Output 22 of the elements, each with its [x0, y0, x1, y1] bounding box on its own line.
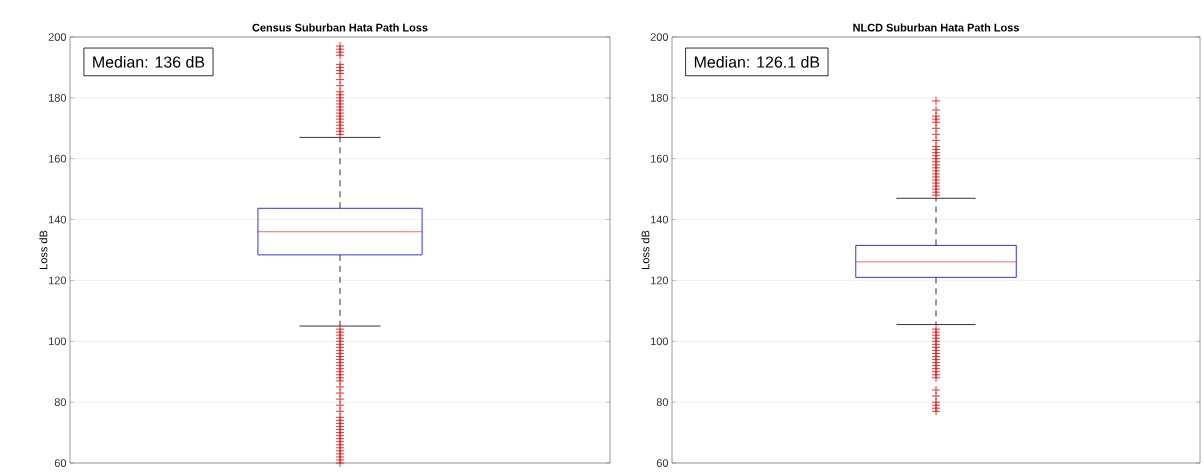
- chart-title: Census Suburban Hata Path Loss: [252, 23, 428, 32]
- y-axis-title: Loss dB: [39, 230, 48, 269]
- y-tick-label: 120: [651, 276, 669, 285]
- y-tick-label: 60: [54, 459, 67, 467]
- y-tick-label: 180: [49, 93, 67, 102]
- annotation: Median: 136 dB: [93, 56, 205, 68]
- y-tick-label: 80: [54, 398, 67, 407]
- y-tick-label: 100: [49, 337, 67, 346]
- y-tick-label: 140: [651, 215, 669, 224]
- y-tick-label: 200: [650, 33, 669, 41]
- y-tick-label: 60: [656, 459, 669, 467]
- y-tick-label: 100: [651, 337, 669, 346]
- chart-title: NLCD Suburban Hata Path Loss: [853, 23, 1019, 32]
- annotation: Median: 126.1 dB: [694, 56, 820, 68]
- y-tick-label: 140: [49, 215, 67, 224]
- y-tick-label: 180: [651, 93, 669, 102]
- y-tick-label: 200: [48, 33, 67, 41]
- y-axis-title: Loss dB: [641, 230, 650, 269]
- y-tick-label: 120: [49, 276, 67, 285]
- y-tick-label: 160: [651, 154, 669, 163]
- y-tick-label: 160: [49, 154, 67, 163]
- y-tick-label: 80: [656, 398, 669, 407]
